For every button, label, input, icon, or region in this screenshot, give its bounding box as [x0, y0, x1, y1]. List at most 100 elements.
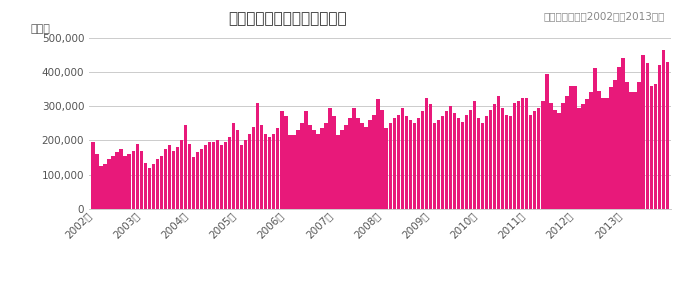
- Bar: [256, 103, 260, 209]
- Bar: [561, 103, 564, 209]
- Bar: [196, 152, 199, 209]
- Bar: [292, 135, 295, 209]
- Bar: [401, 108, 404, 209]
- Bar: [565, 96, 569, 209]
- Bar: [489, 110, 493, 209]
- Bar: [593, 68, 597, 209]
- Bar: [408, 120, 412, 209]
- Bar: [252, 127, 256, 209]
- Bar: [276, 128, 279, 209]
- Bar: [481, 123, 484, 209]
- Bar: [280, 111, 284, 209]
- Bar: [597, 91, 601, 209]
- Bar: [268, 137, 271, 209]
- Bar: [589, 93, 593, 209]
- Bar: [521, 97, 525, 209]
- Bar: [208, 142, 211, 209]
- Bar: [621, 58, 625, 209]
- Bar: [666, 62, 669, 209]
- Bar: [465, 115, 469, 209]
- Bar: [397, 115, 400, 209]
- Bar: [437, 120, 440, 209]
- Bar: [127, 154, 131, 209]
- Bar: [433, 123, 436, 209]
- Bar: [352, 108, 356, 209]
- Bar: [108, 159, 111, 209]
- Bar: [610, 87, 613, 209]
- Bar: [638, 82, 641, 209]
- Bar: [308, 125, 312, 209]
- Bar: [272, 133, 275, 209]
- Bar: [416, 118, 420, 209]
- Bar: [557, 113, 560, 209]
- Bar: [123, 156, 127, 209]
- Bar: [653, 84, 657, 209]
- Bar: [321, 128, 323, 209]
- Bar: [501, 108, 504, 209]
- Bar: [184, 125, 187, 209]
- Bar: [116, 152, 119, 209]
- Bar: [312, 130, 316, 209]
- Bar: [606, 97, 609, 209]
- Bar: [188, 144, 191, 209]
- Bar: [517, 101, 521, 209]
- Bar: [630, 93, 633, 209]
- Bar: [405, 116, 408, 209]
- Bar: [453, 113, 456, 209]
- Bar: [112, 156, 115, 209]
- Bar: [155, 159, 159, 209]
- Bar: [545, 74, 549, 209]
- Bar: [284, 116, 288, 209]
- Bar: [95, 154, 99, 209]
- Bar: [316, 133, 320, 209]
- Bar: [228, 137, 232, 209]
- Bar: [288, 135, 292, 209]
- Bar: [200, 149, 203, 209]
- Bar: [537, 108, 540, 209]
- Bar: [553, 110, 556, 209]
- Bar: [240, 146, 243, 209]
- Bar: [573, 86, 577, 209]
- Text: （月次データ：2002年～2013年）: （月次データ：2002年～2013年）: [543, 12, 664, 21]
- Bar: [132, 151, 135, 209]
- Bar: [529, 115, 532, 209]
- Bar: [601, 97, 605, 209]
- Bar: [360, 123, 364, 209]
- Bar: [634, 93, 637, 209]
- Text: （人）: （人）: [31, 24, 51, 34]
- Bar: [513, 103, 516, 209]
- Bar: [144, 163, 147, 209]
- Bar: [585, 99, 588, 209]
- Bar: [349, 118, 352, 209]
- Bar: [296, 130, 299, 209]
- Bar: [204, 146, 207, 209]
- Bar: [236, 130, 239, 209]
- Bar: [232, 123, 236, 209]
- Bar: [168, 146, 171, 209]
- Bar: [212, 142, 215, 209]
- Bar: [569, 86, 573, 209]
- Bar: [457, 118, 460, 209]
- Bar: [147, 168, 151, 209]
- Bar: [119, 149, 123, 209]
- Bar: [425, 97, 428, 209]
- Bar: [582, 104, 585, 209]
- Bar: [340, 130, 344, 209]
- Text: フィリピンへ渡航する外国人: フィリピンへ渡航する外国人: [228, 12, 347, 27]
- Bar: [613, 80, 616, 209]
- Bar: [304, 111, 308, 209]
- Bar: [248, 133, 251, 209]
- Bar: [497, 96, 500, 209]
- Bar: [224, 142, 227, 209]
- Bar: [388, 123, 392, 209]
- Bar: [440, 116, 444, 209]
- Bar: [549, 103, 553, 209]
- Bar: [364, 127, 368, 209]
- Bar: [625, 82, 629, 209]
- Bar: [264, 133, 267, 209]
- Bar: [377, 99, 380, 209]
- Bar: [445, 111, 448, 209]
- Bar: [662, 50, 665, 209]
- Bar: [345, 125, 348, 209]
- Bar: [380, 110, 384, 209]
